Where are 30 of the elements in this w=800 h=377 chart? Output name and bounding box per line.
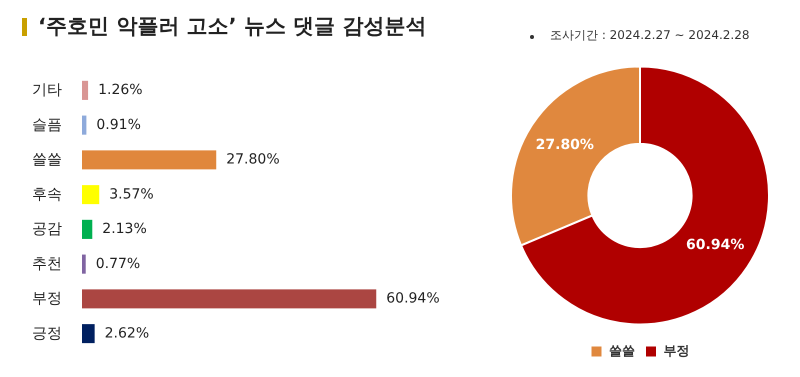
data-label: 0.91% bbox=[96, 116, 141, 133]
data-label: 60.94% bbox=[686, 237, 744, 254]
legend-label: 쓸쓸 bbox=[609, 343, 635, 358]
y-tick-label: 쓸쓸 bbox=[32, 151, 62, 168]
y-tick-label: 기타 bbox=[32, 82, 62, 99]
y-tick-label: 부정 bbox=[32, 290, 62, 308]
y-tick-label: 슬픔 bbox=[32, 116, 62, 134]
data-label: 3.57% bbox=[109, 186, 154, 202]
data-label: 2.13% bbox=[102, 221, 147, 238]
data-label: 1.26% bbox=[98, 82, 143, 98]
bar bbox=[82, 289, 376, 308]
y-tick-label: 후속 bbox=[32, 186, 62, 203]
y-tick-label: 공감 bbox=[32, 220, 62, 238]
y-tick-label: 추천 bbox=[32, 255, 62, 272]
data-label: 0.77% bbox=[96, 256, 140, 272]
data-label: 27.80% bbox=[536, 137, 594, 154]
bar bbox=[82, 324, 95, 344]
legend-label: 부정 bbox=[664, 343, 690, 358]
chart-title: ‘주호민 악플러 고소’ 뉴스 댓글 감성분석 bbox=[38, 13, 427, 40]
bar bbox=[82, 185, 100, 204]
bar bbox=[82, 220, 92, 239]
bar bbox=[82, 150, 216, 170]
data-label: 60.94% bbox=[386, 290, 440, 307]
bar bbox=[82, 80, 88, 100]
data-label: 2.62% bbox=[104, 325, 150, 342]
y-tick-label: 긍정 bbox=[32, 324, 62, 342]
bar bbox=[82, 116, 86, 135]
data-label: 27.80% bbox=[226, 152, 280, 168]
text: 조사기간 : 2024.2.27 ~ 2024.2.28 bbox=[550, 27, 750, 44]
bar bbox=[82, 254, 86, 274]
